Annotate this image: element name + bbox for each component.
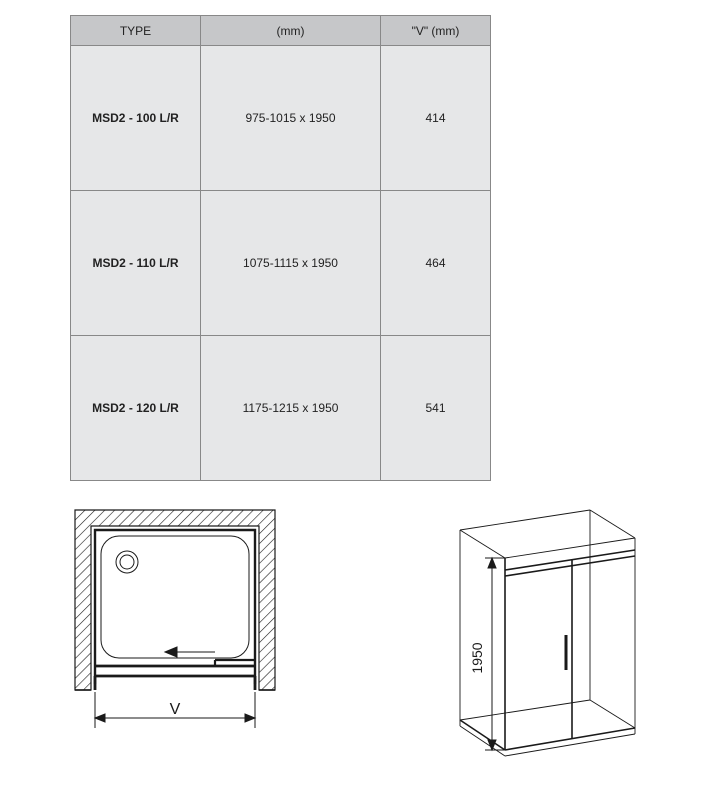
cell-v: 464 [381,191,491,336]
table-row: MSD2 - 100 L/R 975-1015 x 1950 414 [71,46,491,191]
dimension-v: V [95,692,255,728]
cell-mm: 1175-1215 x 1950 [201,336,381,481]
drain-icon [116,551,138,573]
cell-mm: 975-1015 x 1950 [201,46,381,191]
iso-view-diagram: 1950 [400,490,700,790]
cell-v: 414 [381,46,491,191]
cell-mm: 1075-1115 x 1950 [201,191,381,336]
front-door-frame [505,550,635,739]
dimension-height-label: 1950 [469,642,485,673]
dimension-v-label: V [170,701,181,718]
spec-table: TYPE (mm) "V" (mm) MSD2 - 100 L/R 975-10… [70,15,491,481]
cell-type: MSD2 - 120 L/R [71,336,201,481]
slide-arrow-icon [165,647,215,657]
table-header-row: TYPE (mm) "V" (mm) [71,16,491,46]
header-mm: (mm) [201,16,381,46]
header-type: TYPE [71,16,201,46]
cell-type: MSD2 - 110 L/R [71,191,201,336]
walls [75,510,275,690]
plan-view-diagram: V [65,500,325,790]
header-v: "V" (mm) [381,16,491,46]
cell-type: MSD2 - 100 L/R [71,46,201,191]
table-row: MSD2 - 120 L/R 1175-1215 x 1950 541 [71,336,491,481]
table-row: MSD2 - 110 L/R 1075-1115 x 1950 464 [71,191,491,336]
cell-v: 541 [381,336,491,481]
door-rail [95,660,255,690]
dimension-height: 1950 [469,558,505,750]
shower-tray [101,536,249,658]
